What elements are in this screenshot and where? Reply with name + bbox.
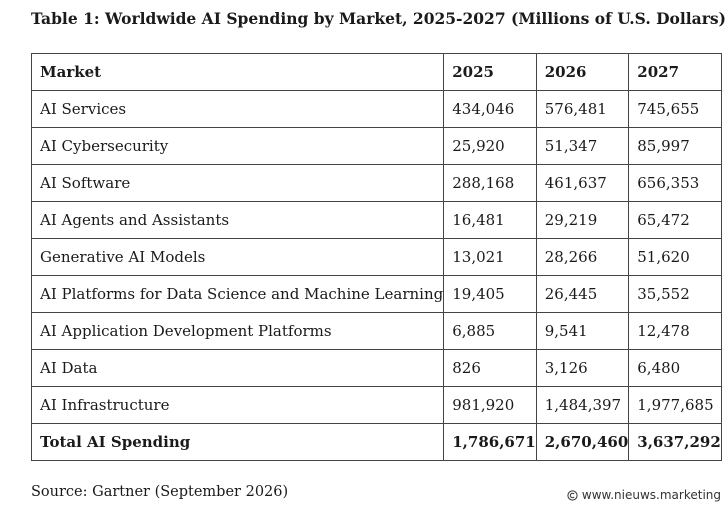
value-2027-cell: 656,353: [628, 164, 722, 202]
source-note: Source: Gartner (September 2026): [31, 484, 289, 500]
total-2026-cell: 2,670,460: [535, 423, 630, 461]
value-2025-cell: 434,046: [443, 90, 537, 128]
market-cell: AI Services: [30, 90, 445, 128]
table-row: AI Platforms for Data Science and Machin…: [30, 275, 722, 313]
column-header-2026: 2026: [535, 53, 630, 91]
spending-table: Market 2025 2026 2027 AI Services 434,04…: [30, 53, 722, 461]
total-2027-cell: 3,637,292: [628, 423, 722, 461]
value-2027-cell: 51,620: [628, 238, 722, 276]
market-cell: AI Cybersecurity: [30, 127, 445, 165]
value-2025-cell: 19,405: [443, 275, 537, 313]
table-row: AI Services 434,046 576,481 745,655: [30, 90, 722, 128]
table-row: AI Cybersecurity 25,920 51,347 85,997: [30, 127, 722, 165]
value-2025-cell: 13,021: [443, 238, 537, 276]
value-2027-cell: 65,472: [628, 201, 722, 239]
value-2026-cell: 3,126: [535, 349, 630, 387]
value-2026-cell: 9,541: [535, 312, 630, 350]
column-header-2025: 2025: [443, 53, 537, 91]
table-row: AI Agents and Assistants 16,481 29,219 6…: [30, 201, 722, 239]
value-2027-cell: 745,655: [628, 90, 722, 128]
value-2026-cell: 576,481: [535, 90, 630, 128]
value-2025-cell: 288,168: [443, 164, 537, 202]
market-cell: AI Platforms for Data Science and Machin…: [30, 275, 445, 313]
total-2025-cell: 1,786,671: [443, 423, 537, 461]
table-title: Table 1: Worldwide AI Spending by Market…: [31, 9, 725, 28]
value-2025-cell: 25,920: [443, 127, 537, 165]
total-row: Total AI Spending 1,786,671 2,670,460 3,…: [30, 423, 722, 461]
value-2027-cell: 6,480: [628, 349, 722, 387]
table-row: AI Application Development Platforms 6,8…: [30, 312, 722, 350]
table-row: AI Data 826 3,126 6,480: [30, 349, 722, 387]
table-row: AI Infrastructure 981,920 1,484,397 1,97…: [30, 386, 722, 424]
value-2027-cell: 1,977,685: [628, 386, 722, 424]
table-header-row: Market 2025 2026 2027: [30, 53, 722, 91]
value-2027-cell: 85,997: [628, 127, 722, 165]
table-row: AI Software 288,168 461,637 656,353: [30, 164, 722, 202]
value-2027-cell: 35,552: [628, 275, 722, 313]
value-2027-cell: 12,478: [628, 312, 722, 350]
market-cell: AI Application Development Platforms: [30, 312, 445, 350]
value-2026-cell: 28,266: [535, 238, 630, 276]
value-2026-cell: 29,219: [535, 201, 630, 239]
value-2026-cell: 1,484,397: [535, 386, 630, 424]
value-2025-cell: 16,481: [443, 201, 537, 239]
value-2025-cell: 981,920: [443, 386, 537, 424]
total-label-cell: Total AI Spending: [30, 423, 445, 461]
column-header-market: Market: [30, 53, 445, 91]
value-2026-cell: 51,347: [535, 127, 630, 165]
watermark: www.nieuws.marketing: [567, 488, 721, 502]
value-2025-cell: 6,885: [443, 312, 537, 350]
column-header-2027: 2027: [628, 53, 722, 91]
market-cell: AI Data: [30, 349, 445, 387]
copyright-icon: [567, 489, 578, 501]
market-cell: AI Software: [30, 164, 445, 202]
market-cell: Generative AI Models: [30, 238, 445, 276]
market-cell: AI Agents and Assistants: [30, 201, 445, 239]
market-cell: AI Infrastructure: [30, 386, 445, 424]
table-row: Generative AI Models 13,021 28,266 51,62…: [30, 238, 722, 276]
watermark-text: www.nieuws.marketing: [581, 488, 721, 502]
value-2026-cell: 26,445: [535, 275, 630, 313]
value-2026-cell: 461,637: [535, 164, 630, 202]
value-2025-cell: 826: [443, 349, 537, 387]
